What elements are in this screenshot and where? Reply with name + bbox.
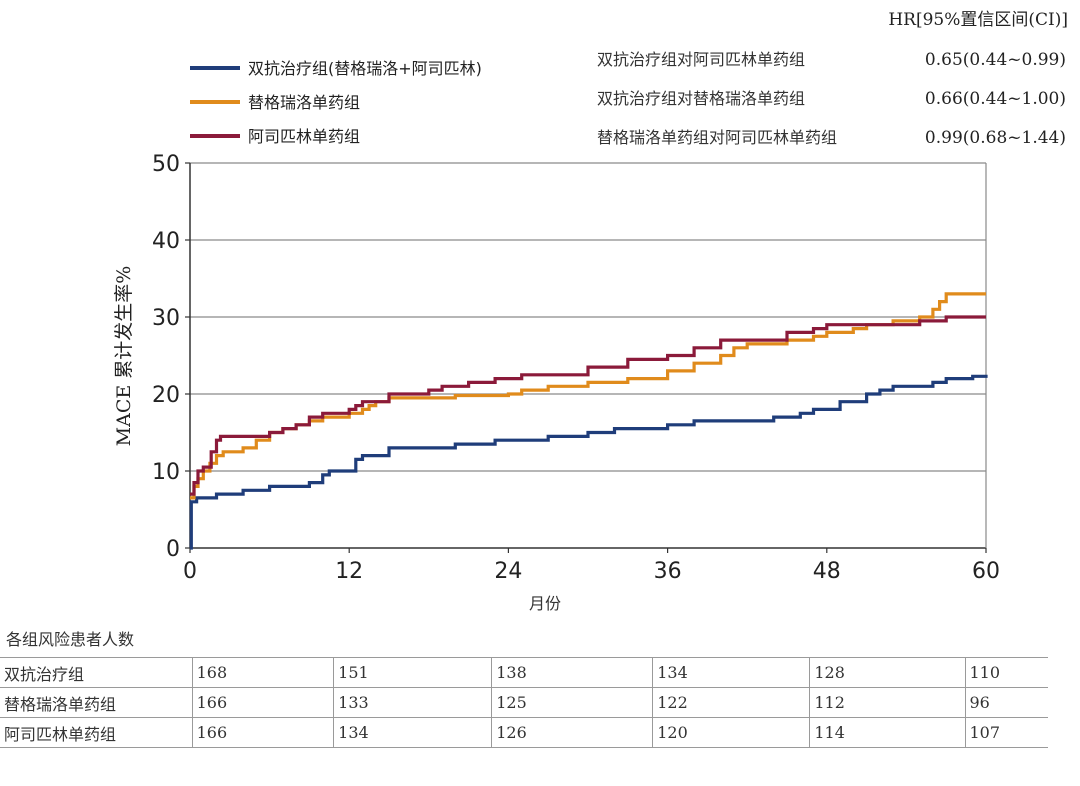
grid: [190, 162, 986, 472]
risk-count-cell: 166: [191, 717, 334, 748]
risk-count-cell: 134: [333, 717, 492, 748]
series-line-ticagrelor: [190, 292, 986, 500]
risk-group-name: 双抗治疗组: [0, 657, 193, 688]
risk-count-cell: 96: [964, 687, 1048, 718]
risk-count-cell: 122: [652, 687, 810, 718]
axes: [185, 162, 987, 553]
risk-count-cell: 107: [964, 717, 1048, 748]
legend-label-ticagrelor: 替格瑞洛单药组: [248, 93, 360, 112]
y-tick-label: 40: [152, 229, 180, 254]
y-tick-label: 20: [152, 383, 180, 408]
hr-comparison-label: 替格瑞洛单药组对阿司匹林单药组: [597, 128, 837, 147]
risk-count-cell: 151: [333, 657, 492, 688]
risk-count-cell: 133: [333, 687, 492, 718]
y-tick-label: 0: [166, 537, 180, 562]
risk-count-cell: 138: [491, 657, 653, 688]
hr-comparison-label: 双抗治疗组对阿司匹林单药组: [597, 50, 805, 69]
risk-count-cell: 120: [652, 717, 810, 748]
risk-count-cell: 168: [191, 657, 334, 688]
x-tick-label: 60: [972, 559, 1000, 584]
hr-header: HR[95%置信区间(CI)]: [888, 10, 1068, 30]
risk-count-cell: 110: [964, 657, 1048, 688]
series: [189, 292, 988, 550]
risk-count-cell: 134: [652, 657, 810, 688]
legend: 双抗治疗组(替格瑞洛+阿司匹林) 替格瑞洛单药组 阿司匹林单药组: [190, 59, 482, 146]
x-tick-label: 48: [813, 559, 841, 584]
legend-label-aspirin: 阿司匹林单药组: [248, 127, 360, 146]
legend-label-dual: 双抗治疗组(替格瑞洛+阿司匹林): [248, 59, 482, 78]
risk-table-row: 替格瑞洛单药组 166 133 125 122 112 96: [0, 687, 1048, 718]
x-tick-label: 36: [654, 559, 682, 584]
hr-comparison-value: 0.65(0.44~0.99): [925, 50, 1066, 70]
risk-count-cell: 112: [809, 687, 965, 718]
y-tick-label: 30: [152, 306, 180, 331]
risk-count-cell: 128: [809, 657, 965, 688]
risk-count-cell: 166: [191, 687, 334, 718]
series-line-dual: [189, 374, 988, 550]
risk-table-title: 各组风险患者人数: [6, 630, 135, 649]
risk-count-cell: 114: [809, 717, 965, 748]
hr-comparison-value: 0.99(0.68~1.44): [925, 128, 1066, 148]
mace-chart: HR[95%置信区间(CI)] 双抗治疗组对阿司匹林单药组 0.65(0.44~…: [113, 10, 1068, 613]
y-axis-label: MACE 累计发生率%: [113, 266, 135, 447]
x-axis-label: 月份: [529, 594, 561, 613]
hr-comparison-label: 双抗治疗组对替格瑞洛单药组: [597, 89, 805, 108]
y-tick-label: 10: [152, 460, 180, 485]
x-tick-label: 0: [183, 559, 197, 584]
series-line-aspirin: [190, 315, 986, 496]
risk-table: 双抗治疗组 168 151 138 134 128 110 替格瑞洛单药组 166 133 125 1…: [0, 657, 1048, 748]
y-tick-label: 50: [152, 152, 180, 177]
x-tick-label: 24: [494, 559, 522, 584]
risk-count-cell: 125: [491, 687, 653, 718]
x-tick-label: 12: [335, 559, 363, 584]
hr-comparison-value: 0.66(0.44~1.00): [925, 89, 1066, 109]
risk-table-row: 阿司匹林单药组 166 134 126 120 114 107: [0, 717, 1048, 748]
risk-group-name: 替格瑞洛单药组: [0, 687, 193, 718]
tick-labels: 0 12 24 36 48 60 0 10 20 30 40 50: [152, 152, 1000, 584]
risk-count-cell: 126: [491, 717, 653, 748]
risk-group-name: 阿司匹林单药组: [0, 717, 193, 748]
risk-table-row: 双抗治疗组 168 151 138 134 128 110: [0, 657, 1048, 688]
